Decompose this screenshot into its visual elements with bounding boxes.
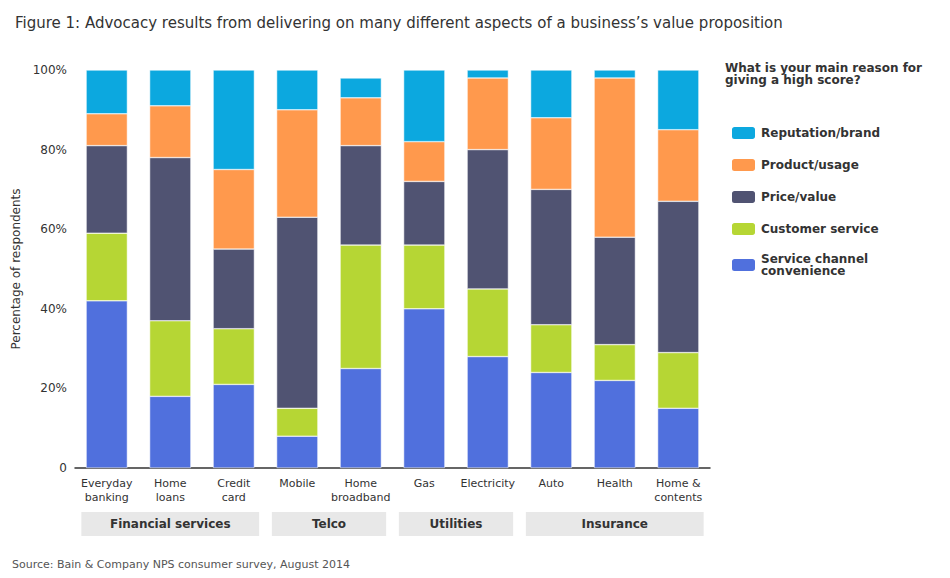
- svg-text:100%: 100%: [33, 63, 67, 77]
- svg-text:What is your main reason for: What is your main reason for: [725, 61, 927, 75]
- svg-text:Auto: Auto: [538, 477, 564, 490]
- svg-text:Health: Health: [597, 477, 633, 490]
- svg-text:Telco: Telco: [312, 517, 346, 531]
- svg-text:card: card: [222, 491, 246, 504]
- svg-text:Financial services: Financial services: [110, 517, 231, 531]
- svg-text:Mobile: Mobile: [279, 477, 315, 490]
- svg-text:40%: 40%: [40, 302, 67, 316]
- svg-text:contents: contents: [654, 491, 702, 504]
- svg-text:Figure 1: Advocacy results fro: Figure 1: Advocacy results from deliveri…: [15, 14, 783, 32]
- svg-text:Credit: Credit: [217, 477, 251, 490]
- svg-text:Gas: Gas: [414, 477, 435, 490]
- svg-text:loans: loans: [156, 491, 185, 504]
- svg-text:Insurance: Insurance: [581, 517, 648, 531]
- svg-text:Percentage of respondents: Percentage of respondents: [9, 188, 23, 349]
- svg-text:Everyday: Everyday: [81, 477, 133, 490]
- svg-text:Reputation/brand: Reputation/brand: [761, 126, 880, 140]
- svg-text:60%: 60%: [40, 222, 67, 236]
- svg-text:Source: Bain & Company NPS con: Source: Bain & Company NPS consumer surv…: [12, 558, 350, 571]
- svg-text:giving a high score?: giving a high score?: [725, 73, 861, 87]
- svg-text:broadband: broadband: [331, 491, 390, 504]
- svg-text:Home: Home: [154, 477, 187, 490]
- svg-text:Customer service: Customer service: [761, 222, 879, 236]
- svg-text:convenience: convenience: [761, 264, 845, 278]
- svg-text:Home &: Home &: [656, 477, 701, 490]
- svg-text:Product/usage: Product/usage: [761, 158, 859, 172]
- svg-text:Electricity: Electricity: [460, 477, 515, 490]
- svg-text:Home: Home: [345, 477, 378, 490]
- svg-text:0: 0: [59, 461, 67, 475]
- svg-text:Service channel: Service channel: [761, 252, 869, 266]
- svg-text:20%: 20%: [40, 381, 67, 395]
- svg-text:Price/value: Price/value: [761, 190, 836, 204]
- svg-text:Utilities: Utilities: [430, 517, 483, 531]
- svg-text:banking: banking: [85, 491, 129, 504]
- svg-text:80%: 80%: [40, 143, 67, 157]
